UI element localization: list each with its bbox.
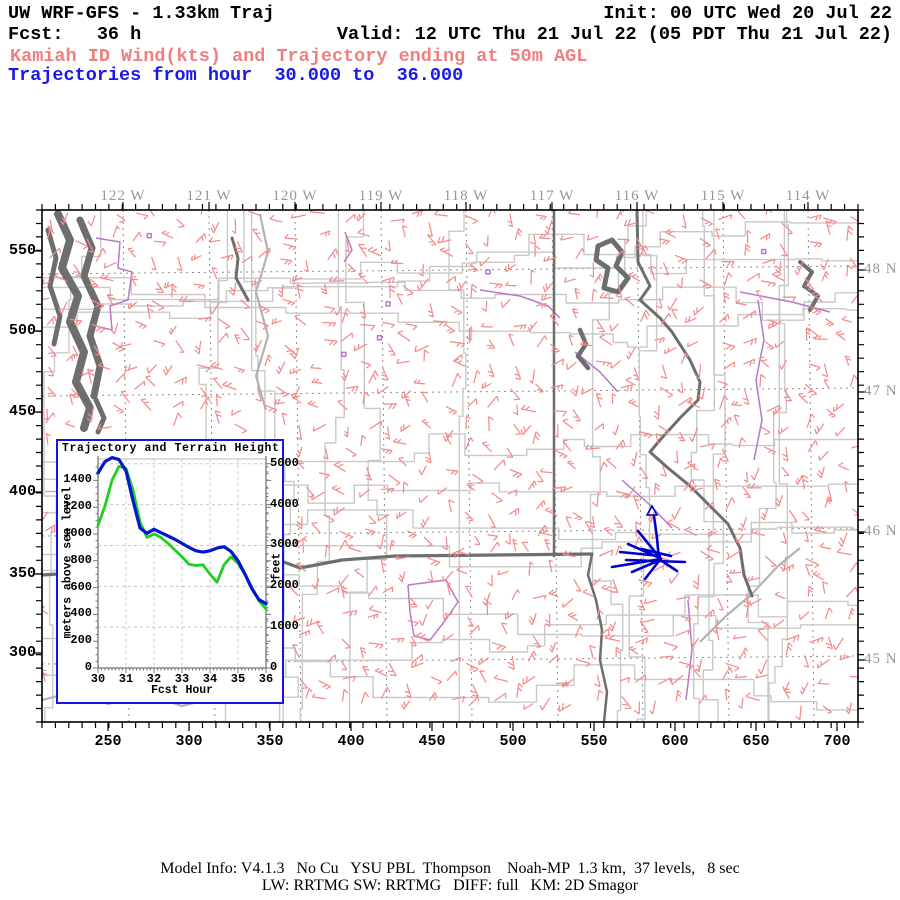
trajectory-height-m-line — [96, 456, 268, 606]
inset-ylabel-left: meters above sea level — [61, 486, 75, 639]
map-ticks — [33, 202, 866, 731]
lat-axis-label: 48 N — [864, 261, 898, 277]
inset-feet-tick-label: 1000 — [270, 619, 299, 634]
inset-meters-tick-label: 1200 — [63, 499, 92, 514]
inset-title: Trajectory and Terrain Height — [62, 442, 280, 455]
inset-feet-tick-label: 4000 — [270, 496, 299, 511]
inset-feet-tick-label: 5000 — [270, 455, 299, 470]
y-axis-tick-label: 400 — [8, 483, 36, 500]
inset-chart — [56, 439, 284, 704]
wind-barbs — [42, 210, 858, 721]
lon-axis-label: 119 W — [358, 188, 404, 204]
product-subtitle: Kamiah ID Wind(kts) and Trajectory endin… — [10, 46, 588, 67]
model-title: UW WRF-GFS - 1.33km Traj — [8, 3, 275, 24]
y-axis-tick-label: 500 — [8, 322, 36, 339]
inset-hour-tick-label: 34 — [202, 672, 218, 686]
inset-feet-tick-label: 3000 — [270, 537, 299, 552]
inset-hour-tick-label: 31 — [118, 672, 134, 686]
trajectory-lines — [610, 514, 687, 581]
lon-axis-label: 117 W — [529, 188, 575, 204]
inset-hour-tick-label: 36 — [258, 672, 274, 686]
model-info-line2: LW: RRTMG SW: RRTMG DIFF: full KM: 2D Sm… — [261, 877, 639, 894]
lat-axis-label: 46 N — [864, 523, 898, 539]
lat-axis-label: 45 N — [864, 651, 898, 667]
init-time: Init: 00 UTC Wed 20 Jul 22 — [603, 3, 892, 24]
y-axis-tick-label: 450 — [8, 403, 36, 420]
inset-axis-ticks — [93, 463, 271, 673]
inset-meters-tick-label: 1000 — [63, 526, 92, 540]
inset-hour-tick-label: 35 — [230, 672, 246, 686]
x-axis-tick-label: 700 — [823, 733, 851, 750]
lon-axis-label: 116 W — [614, 188, 660, 204]
header-row-2: Fcst: 36 h Valid: 12 UTC Thu 21 Jul 22 (… — [8, 25, 892, 45]
inset-feet-tick-label: 2000 — [270, 578, 299, 593]
x-axis-tick-label: 300 — [175, 733, 203, 750]
lat-axis-label: 47 N — [864, 383, 898, 399]
x-axis-tick-label: 350 — [256, 733, 284, 750]
lon-axis-label: 118 W — [443, 188, 489, 204]
trajectory-end-marker — [645, 504, 659, 516]
lon-axis-label: 121 W — [186, 188, 232, 204]
inset-hour-tick-label: 30 — [90, 672, 106, 686]
inset-hour-tick-label: 33 — [174, 672, 190, 686]
lon-axis-label: 122 W — [100, 188, 146, 204]
inset-hour-tick-label: 32 — [146, 672, 162, 686]
x-axis-tick-label: 550 — [580, 733, 608, 750]
inset-meters-tick-label: 1400 — [63, 472, 92, 487]
y-axis-tick-label: 550 — [8, 242, 36, 259]
valid-time: Valid: 12 UTC Thu 21 Jul 22 (05 PDT Thu … — [336, 24, 892, 45]
x-axis-tick-label: 400 — [337, 733, 365, 750]
inset-ylabel-right: feet — [270, 552, 284, 581]
x-axis-tick-label: 450 — [418, 733, 446, 750]
inset-meters-tick-label: 600 — [70, 579, 92, 594]
forecast-hour: Fcst: 36 h — [8, 24, 142, 45]
x-axis-tick-label: 500 — [499, 733, 527, 750]
lon-axis-label: 120 W — [272, 188, 318, 204]
model-info-line1: Model Info: V4.1.3 No Cu YSU PBL Thompso… — [160, 860, 740, 877]
y-axis-tick-label: 350 — [8, 565, 36, 582]
x-axis-tick-label: 600 — [661, 733, 689, 750]
x-axis-tick-label: 250 — [94, 733, 122, 750]
y-axis-tick-label: 300 — [8, 644, 36, 661]
header-row-1: UW WRF-GFS - 1.33km Traj Init: 00 UTC We… — [8, 4, 892, 24]
inset-xlabel: Fcst Hour — [150, 684, 214, 697]
x-axis-tick-label: 650 — [742, 733, 770, 750]
inset-meters-tick-label: 200 — [70, 633, 92, 648]
purple-boundaries — [95, 231, 831, 701]
inset-gridlines — [98, 459, 266, 668]
lon-axis-label: 115 W — [700, 188, 746, 204]
inset-feet-tick-label: 0 — [270, 660, 278, 674]
trajectory-subtitle: Trajectories from hour 30.000 to 36.000 — [8, 65, 464, 86]
inset-meters-tick-label: 0 — [84, 660, 92, 674]
inset-meters-tick-label: 400 — [70, 606, 92, 621]
lon-axis-label: 114 W — [785, 188, 831, 204]
inset-meters-tick-label: 800 — [70, 552, 92, 567]
